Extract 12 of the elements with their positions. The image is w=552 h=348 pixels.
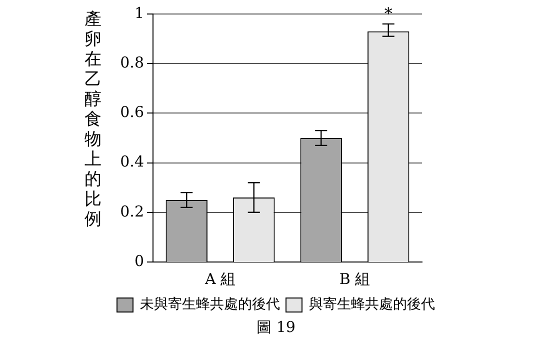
legend-label: 未與寄生蜂共處的後代 bbox=[140, 296, 280, 313]
caption: 圖 19 bbox=[256, 318, 296, 337]
legend-label: 與寄生蜂共處的後代 bbox=[309, 296, 435, 313]
y-tick-label: 0.2 bbox=[120, 202, 144, 220]
x-tick-label: B 組 bbox=[339, 270, 370, 288]
y-tick-label: 0.8 bbox=[120, 53, 144, 72]
text: 產卵在乙醇食物上的比例 bbox=[84, 9, 102, 230]
y-tick-label: 0.4 bbox=[120, 152, 144, 171]
y-tick-label: 1 bbox=[134, 4, 144, 22]
x-tick-label: A 組 bbox=[204, 270, 236, 288]
y-tick-label: 0.6 bbox=[120, 103, 144, 122]
y-tick-label: 0 bbox=[134, 252, 144, 270]
